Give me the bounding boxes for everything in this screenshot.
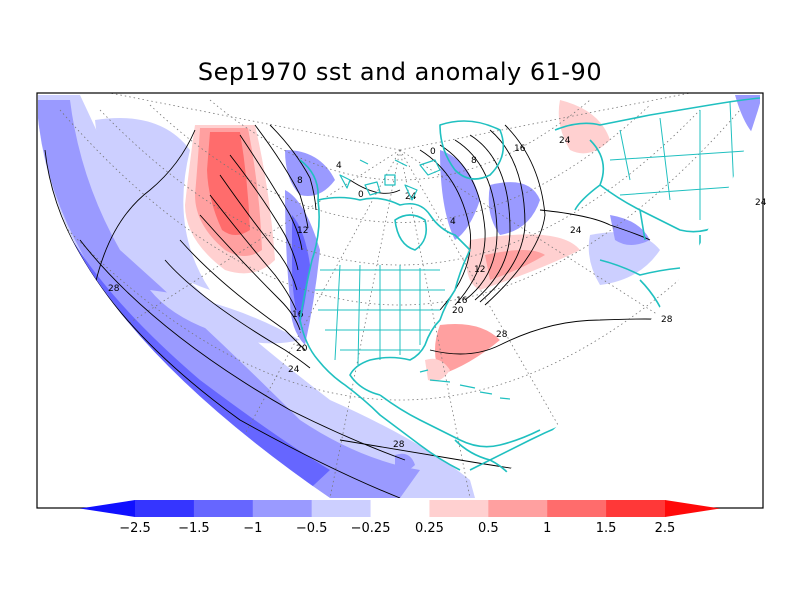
negative-anomaly-pacific-west: [150, 290, 300, 344]
colorbar-tick-label: 1: [543, 521, 551, 536]
contour-label: 12: [474, 265, 485, 275]
contour-label: 20: [452, 306, 464, 316]
positive-anomaly-atlantic-core: [485, 250, 545, 280]
negative-anomaly-arctic-east: [735, 95, 760, 140]
colorbar-bin: [193, 500, 254, 517]
colorbar-tick-label: 2.5: [655, 521, 676, 536]
contour-label: 28: [108, 284, 120, 294]
south-america: [469, 412, 626, 498]
caribbean-islands: [419, 369, 511, 400]
negative-anomaly-gulf-alaska: [285, 150, 335, 196]
contour-label: 8: [471, 156, 477, 166]
colorbar-tick-label: −2.5: [119, 521, 151, 536]
negative-anomaly-europe: [588, 232, 660, 285]
north-america-east-coast: [349, 249, 471, 396]
north-america-west-coast: [299, 159, 461, 471]
colorbar-tick-label: −0.25: [351, 521, 391, 536]
colorbar-tick-label: −0.5: [296, 521, 328, 536]
colorbar-bin: [429, 500, 489, 517]
contour-label: 28: [393, 440, 405, 450]
contour-label: 0: [358, 190, 364, 200]
positive-anomaly-north-pacific-core: [207, 132, 250, 235]
negative-anomaly-core: [38, 160, 330, 498]
contour-labels: 28 12 16 20 24 8 4 0 12 16 20 24 28 28 2…: [108, 136, 767, 450]
colorbar-tick-label: 1.5: [596, 521, 617, 536]
arctic-islands: [339, 159, 441, 201]
positive-anomaly-north-europe: [558, 100, 610, 154]
contour-label: 12: [297, 226, 308, 236]
colorbar: −2.5 −1.5 −1 −0.5 −0.25 0.25 0.5 1 1.5 2.5: [80, 500, 720, 536]
canada-outline: [317, 196, 471, 251]
europe-coastline: [554, 97, 761, 260]
negative-anomaly-mediterranean: [610, 215, 650, 245]
colorbar-bin: [547, 500, 607, 517]
contour-label: 28: [496, 330, 508, 340]
contour-label: 0: [430, 147, 436, 157]
colorbar-bin: [488, 500, 548, 517]
negative-anomaly-north-atlantic: [488, 182, 540, 235]
contour-label: 28: [661, 315, 673, 325]
colorbar-bin: [311, 500, 372, 517]
contour-label: 4: [336, 161, 342, 171]
colorbar-tick-label: −1.5: [178, 521, 210, 536]
map-title: Sep1970 sst and anomaly 61-90: [197, 58, 603, 86]
us-state-boundaries: [315, 264, 445, 366]
contour-label: 24: [755, 198, 767, 208]
contour-label: 20: [296, 344, 308, 354]
contour-label: 16: [456, 296, 468, 306]
positive-anomaly-caribbean: [425, 358, 450, 382]
hudson-bay: [394, 214, 428, 251]
positive-anomaly-east-coast: [435, 324, 500, 375]
contour-label: 4: [450, 217, 456, 227]
colorbar-bin: [665, 500, 720, 517]
colorbar-bin: [135, 500, 195, 517]
africa-coast: [639, 279, 741, 396]
colorbar-bin: [370, 500, 430, 517]
colorbar-bin: [80, 500, 135, 517]
contour-label: 8: [297, 176, 303, 186]
colorbar-tick-label: −1: [243, 521, 262, 536]
negative-anomaly-north-pacific: [95, 118, 210, 290]
positive-anomaly-east-atlantic: [722, 254, 745, 300]
colorbar-tick-label: 0.5: [478, 521, 499, 536]
colorbar-bin: [252, 500, 313, 517]
contour-label: 16: [292, 310, 304, 320]
contour-label: 24: [288, 365, 300, 375]
iberia-north-africa: [599, 259, 681, 276]
european-borders: [609, 101, 761, 220]
contour-label: 16: [514, 144, 526, 154]
colorbar-bin: [606, 500, 666, 517]
contour-label: 24: [570, 226, 582, 236]
greenland: [439, 120, 505, 180]
contour-label: 24: [559, 136, 571, 146]
colorbar-tick-label: 0.25: [415, 521, 444, 536]
negative-anomaly-west-coast-core: [292, 215, 310, 325]
